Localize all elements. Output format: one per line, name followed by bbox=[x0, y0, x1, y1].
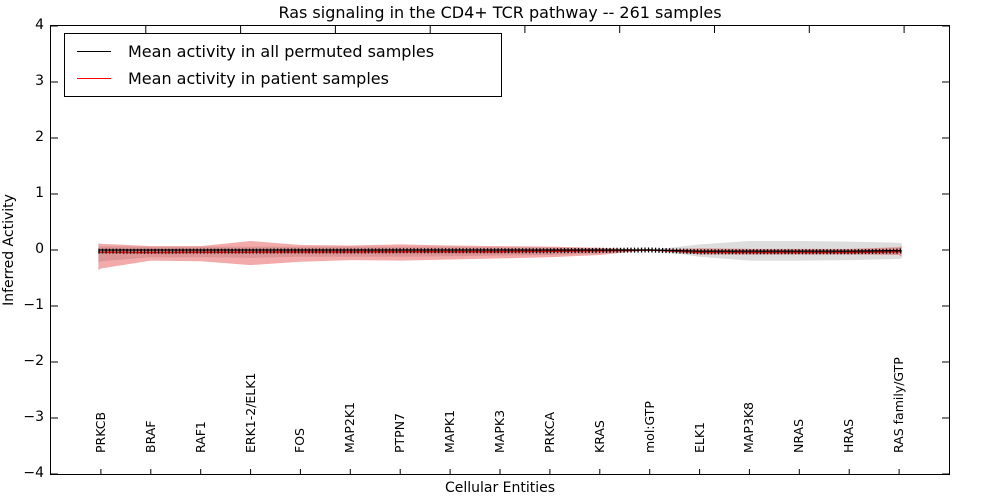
x-category-label: MAPK1 bbox=[442, 409, 458, 453]
x-category-label: BRAF bbox=[142, 420, 158, 454]
x-category-label: PRKCB bbox=[92, 411, 108, 453]
legend-label-patient: Mean activity in patient samples bbox=[128, 69, 389, 88]
x-category-label: ELK1 bbox=[691, 421, 707, 453]
x-category-label: MAP3K8 bbox=[741, 402, 757, 453]
x-category-label: HRAS bbox=[841, 418, 857, 453]
x-category-label: MAPK3 bbox=[492, 409, 507, 453]
x-category-label: ERK1-2/ELK1 bbox=[242, 372, 258, 453]
legend-line-patient-icon bbox=[77, 78, 111, 79]
y-tick-label: −2 bbox=[23, 353, 44, 369]
x-category-label: mol:GTP bbox=[641, 401, 657, 453]
y-tick-label: 1 bbox=[35, 185, 44, 201]
x-category-label: RAF1 bbox=[192, 421, 208, 453]
x-category-label: MAP2K1 bbox=[342, 402, 358, 453]
chart-canvas bbox=[51, 26, 949, 474]
legend-item-permuted: Mean activity in all permuted samples bbox=[65, 42, 501, 61]
y-tick-label: 0 bbox=[35, 241, 44, 257]
x-axis-label: Cellular Entities bbox=[444, 480, 556, 496]
x-category-label: FOS bbox=[292, 428, 308, 453]
y-tick-label: −3 bbox=[23, 409, 44, 425]
x-category-label: PRKCA bbox=[541, 411, 557, 453]
legend-item-patient: Mean activity in patient samples bbox=[65, 69, 501, 88]
legend-label-permuted: Mean activity in all permuted samples bbox=[128, 42, 435, 61]
x-category-label: RAS family/GTP bbox=[891, 357, 907, 453]
legend-line-permuted-icon bbox=[77, 51, 111, 52]
sample-tick-markers bbox=[98, 247, 902, 255]
patient-std-band bbox=[98, 241, 902, 271]
y-tick-label: −4 bbox=[23, 465, 44, 481]
y-tick-label: −1 bbox=[23, 297, 44, 313]
y-tick-label: 4 bbox=[35, 17, 44, 33]
y-tick-label: 2 bbox=[35, 129, 44, 145]
legend: Mean activity in all permuted samples Me… bbox=[64, 33, 502, 97]
x-category-label: NRAS bbox=[791, 418, 807, 453]
y-tick-label: 3 bbox=[35, 73, 44, 89]
x-category-label: KRAS bbox=[591, 420, 607, 453]
plot-area: Mean activity in all permuted samples Me… bbox=[50, 25, 950, 475]
chart-title: Ras signaling in the CD4+ TCR pathway --… bbox=[278, 3, 722, 22]
x-category-label: PTPN7 bbox=[392, 412, 408, 453]
